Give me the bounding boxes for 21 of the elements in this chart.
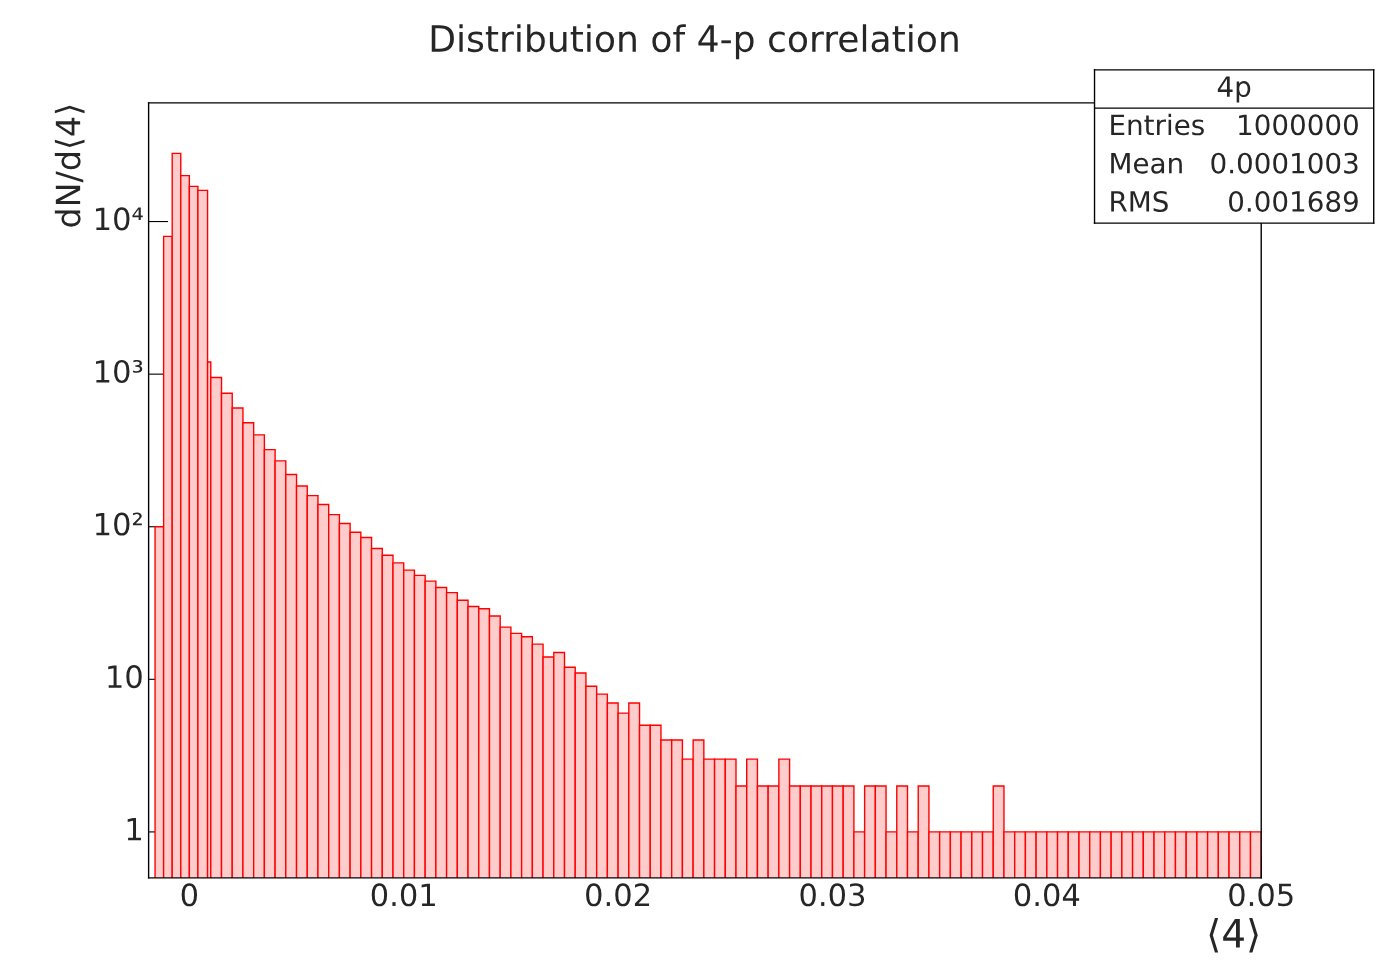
annotation: RMS xyxy=(1111,190,1168,212)
x-tick-label: 0.01 xyxy=(371,883,435,907)
annotation: 0.0001003 xyxy=(1211,152,1358,174)
y-tick-label: 10³ xyxy=(95,359,143,384)
annotation: Mean xyxy=(1111,153,1182,174)
x-tick-label: 0 xyxy=(181,883,198,907)
annotation: 0.001689 xyxy=(1229,190,1358,212)
annotation: Entries xyxy=(1111,113,1204,136)
x-tick-label: 0.05 xyxy=(1229,883,1293,907)
chart-title: Distribution of 4-p correlation xyxy=(431,24,958,60)
x-tick-label: 0.02 xyxy=(586,883,650,907)
text: 4p xyxy=(1217,76,1251,103)
x-tick-label: 0.04 xyxy=(1014,883,1080,907)
annotation: 1000000 xyxy=(1239,114,1358,136)
y-tick-label: 1 xyxy=(127,818,141,841)
x-tick-label: 0.03 xyxy=(800,883,865,907)
y-tick-label: 10 xyxy=(108,665,142,689)
x-axis-title: ⟨4⟩ xyxy=(1209,917,1258,953)
y-tick-label: 10⁴ xyxy=(95,207,143,231)
y-tick-label: 10² xyxy=(95,512,142,536)
y-axis-title: dN/d⟨4⟩ xyxy=(54,105,85,227)
